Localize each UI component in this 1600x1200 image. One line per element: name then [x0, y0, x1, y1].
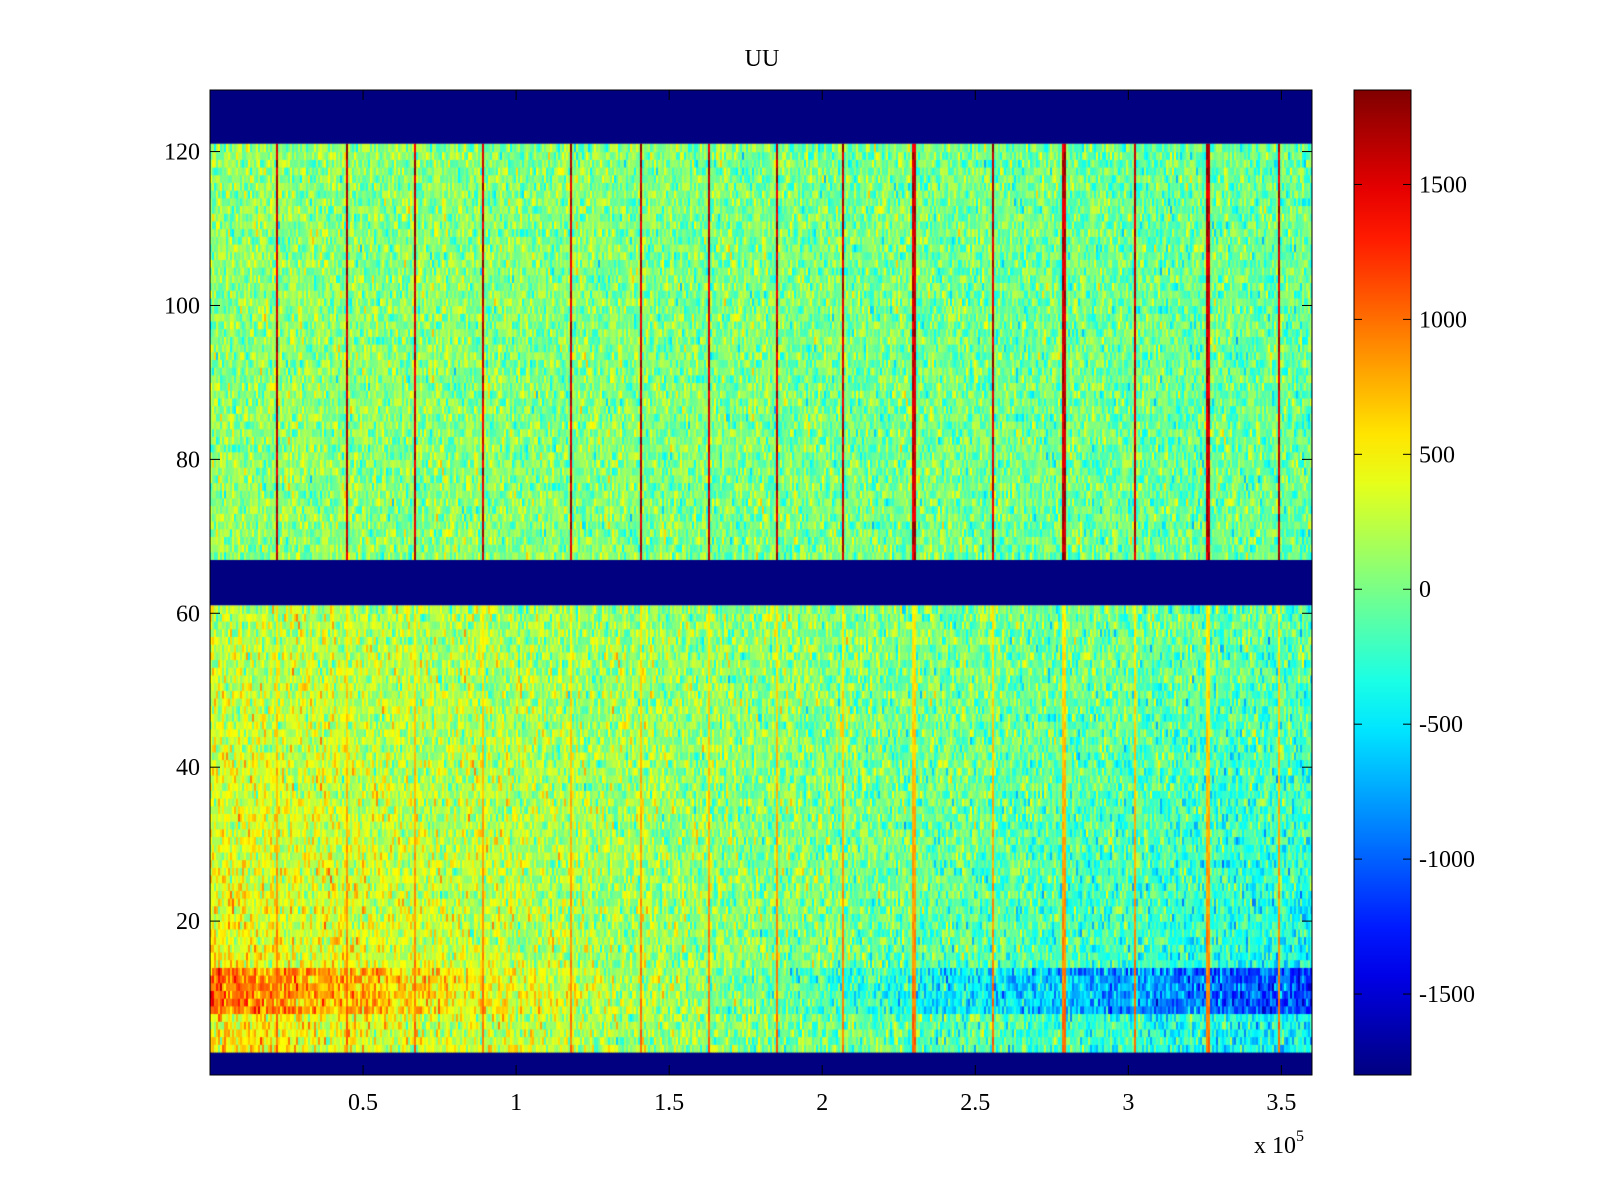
x-tick-label: 2.5: [960, 1090, 990, 1116]
x-multiplier-exponent: 5: [1296, 1128, 1304, 1145]
x-tick-label: 2: [816, 1090, 828, 1116]
x-multiplier-base: x 10: [1254, 1133, 1296, 1159]
colorbar-tick-label: 0: [1419, 577, 1431, 603]
colorbar-tick-label: -1500: [1419, 982, 1475, 1008]
y-tick-label: 80: [176, 447, 200, 473]
x-axis: 0.5 1 1.5 2 2.5 3 3.5: [348, 90, 1296, 1116]
y-tick-label: 100: [164, 293, 200, 319]
y-tick-label: 120: [164, 140, 200, 166]
y-tick-label: 40: [176, 755, 200, 781]
colorbar: 1500 1000 500 0 -500 -1000 -1500: [1353, 89, 1475, 1076]
x-axis-multiplier: x 105: [1254, 1128, 1304, 1159]
x-tick-label: 1: [510, 1090, 522, 1116]
heatmap-image: [210, 90, 1312, 1075]
colorbar-tick-label: -500: [1419, 712, 1463, 738]
plot-area: [210, 90, 1312, 1075]
x-tick-label: 3.5: [1266, 1090, 1296, 1116]
svg-text:x 105: x 105: [1254, 1128, 1304, 1159]
colorbar-tick-label: 1000: [1419, 307, 1467, 333]
x-tick-label: 1.5: [654, 1090, 684, 1116]
plot-frame: [209, 89, 1313, 1076]
colorbar-tick-label: 500: [1419, 442, 1455, 468]
x-tick-label: 3: [1122, 1090, 1134, 1116]
y-axis: 20 40 60 80 100 120: [164, 140, 1312, 935]
chart-title: UU: [745, 46, 780, 72]
colorbar-fill: [1353, 89, 1412, 1076]
x-tick-label: 0.5: [348, 1090, 378, 1116]
colorbar-tick-label: -1000: [1419, 847, 1475, 873]
colorbar-ticks: 1500 1000 500 0 -500 -1000 -1500: [1354, 172, 1475, 1008]
y-tick-label: 60: [176, 601, 200, 627]
colorbar-tick-label: 1500: [1419, 172, 1467, 198]
y-tick-label: 20: [176, 909, 200, 935]
